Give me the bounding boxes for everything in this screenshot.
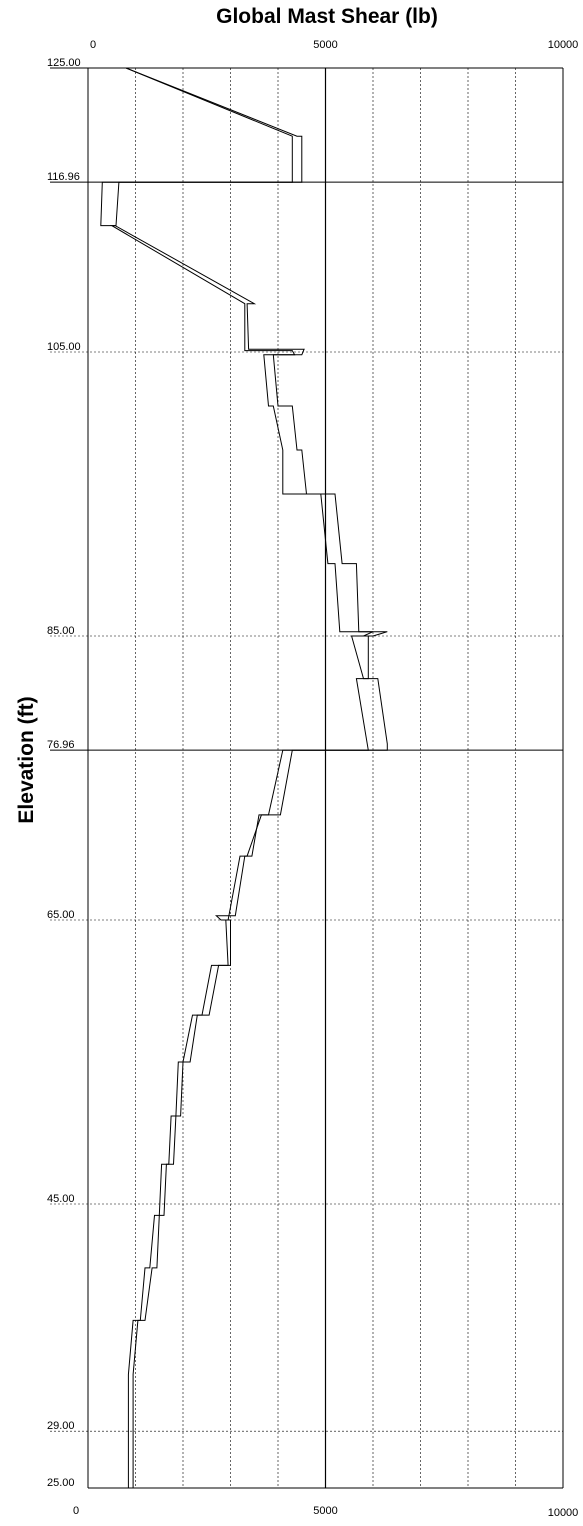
series-layer (100, 67, 388, 1488)
x-tick-label-top: 0 (90, 39, 96, 51)
elevation-label: 29.00 (47, 1420, 75, 1432)
shear-series-2 (109, 67, 374, 1488)
shear-series-1 (100, 67, 388, 1488)
elevation-label: 105.00 (47, 341, 81, 353)
elevation-label: 76.96 (47, 739, 75, 751)
chart-title: Global Mast Shear (lb) (216, 5, 438, 28)
label-layer: 125.00 116.96 105.00 85.00 76.96 65.00 45.00 29… (47, 39, 578, 1519)
elevation-label: 65.00 (47, 909, 75, 921)
elevation-label: 125.00 (47, 57, 81, 69)
grid-layer (50, 67, 564, 1489)
elevation-label: 25.00 (47, 1477, 75, 1489)
elevation-label: 45.00 (47, 1193, 75, 1205)
y-axis-label: Elevation (ft) (15, 696, 38, 823)
elevation-label: 85.00 (47, 625, 75, 637)
x-tick-label-bottom: 0 (73, 1505, 79, 1517)
x-tick-label-bottom: 5000 (313, 1505, 337, 1517)
x-tick-label-top: 5000 (313, 39, 337, 51)
elevation-label: 116.96 (47, 171, 80, 183)
x-tick-label-bottom: 10000 (548, 1507, 579, 1519)
x-tick-label-top: 10000 (548, 39, 579, 51)
